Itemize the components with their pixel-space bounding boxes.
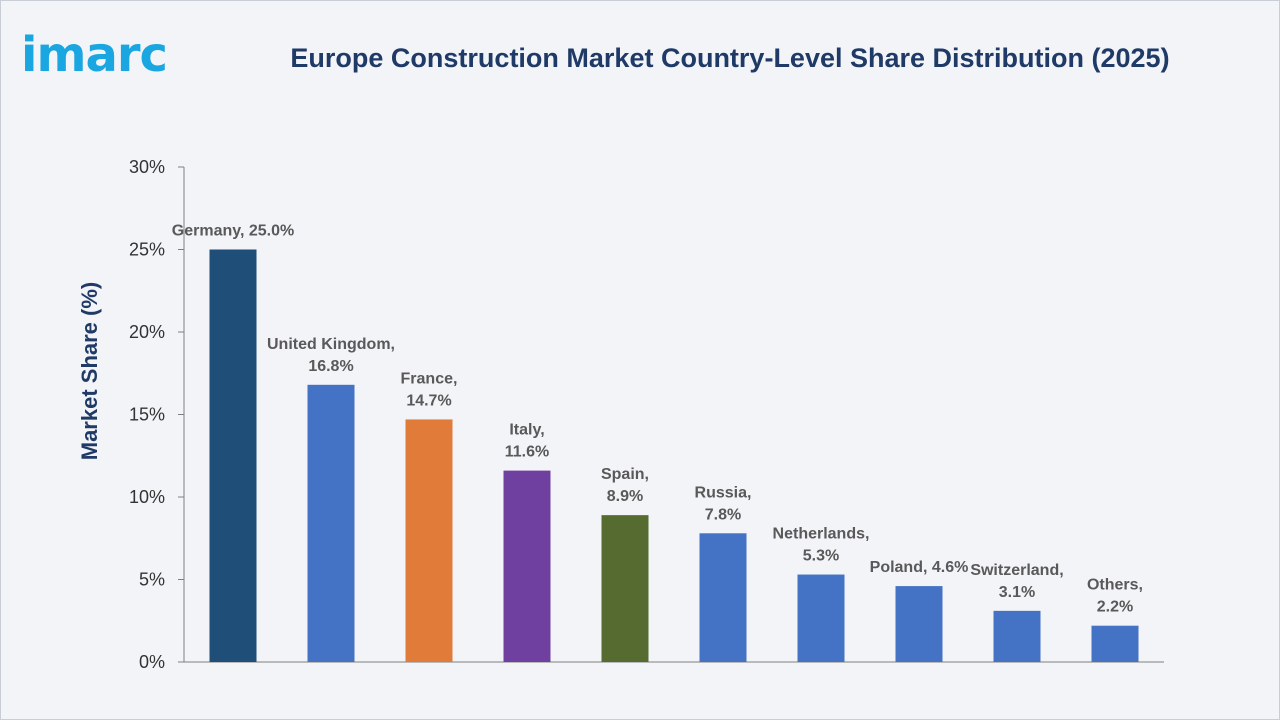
data-label: 8.9% [607, 488, 643, 505]
data-label: 16.8% [308, 358, 353, 375]
data-label: 11.6% [505, 444, 549, 461]
data-label: 14.7% [406, 392, 451, 409]
data-label: 2.2% [1097, 599, 1133, 616]
bar-italy [503, 470, 551, 662]
bar-switzerland [993, 610, 1041, 662]
data-label: Netherlands, [773, 526, 870, 543]
bar-spain [601, 515, 649, 662]
data-label: France, [401, 370, 458, 387]
y-tick-label: 20% [129, 322, 165, 342]
data-label: 3.1% [999, 584, 1035, 601]
bar-others [1091, 625, 1139, 662]
data-label: Italy, [509, 422, 544, 439]
bar-united-kingdom [307, 384, 355, 662]
data-label: Germany, 25.0% [172, 223, 294, 240]
bar-poland [895, 586, 943, 662]
y-tick-label: 15% [129, 405, 165, 425]
bar-russia [699, 533, 747, 662]
bar-germany [209, 249, 257, 662]
data-label: Spain, [601, 466, 649, 483]
data-label: Others, [1087, 577, 1143, 594]
bar-netherlands [797, 574, 845, 662]
y-tick-label: 5% [139, 570, 165, 590]
data-label: Poland, 4.6% [870, 559, 969, 576]
data-label: United Kingdom, [267, 336, 395, 353]
imarc-logo: imarc [21, 27, 168, 83]
data-label: 7.8% [705, 506, 741, 523]
chart-title: Europe Construction Market Country-Level… [290, 43, 1170, 73]
y-tick-label: 30% [129, 157, 165, 177]
data-label: 5.3% [803, 548, 839, 565]
y-tick-label: 0% [139, 652, 165, 672]
bar-france [405, 419, 453, 662]
y-tick-label: 25% [129, 240, 165, 260]
y-tick-label: 10% [129, 487, 165, 507]
data-label: Russia, [695, 484, 752, 501]
data-label: Switzerland, [970, 562, 1063, 579]
